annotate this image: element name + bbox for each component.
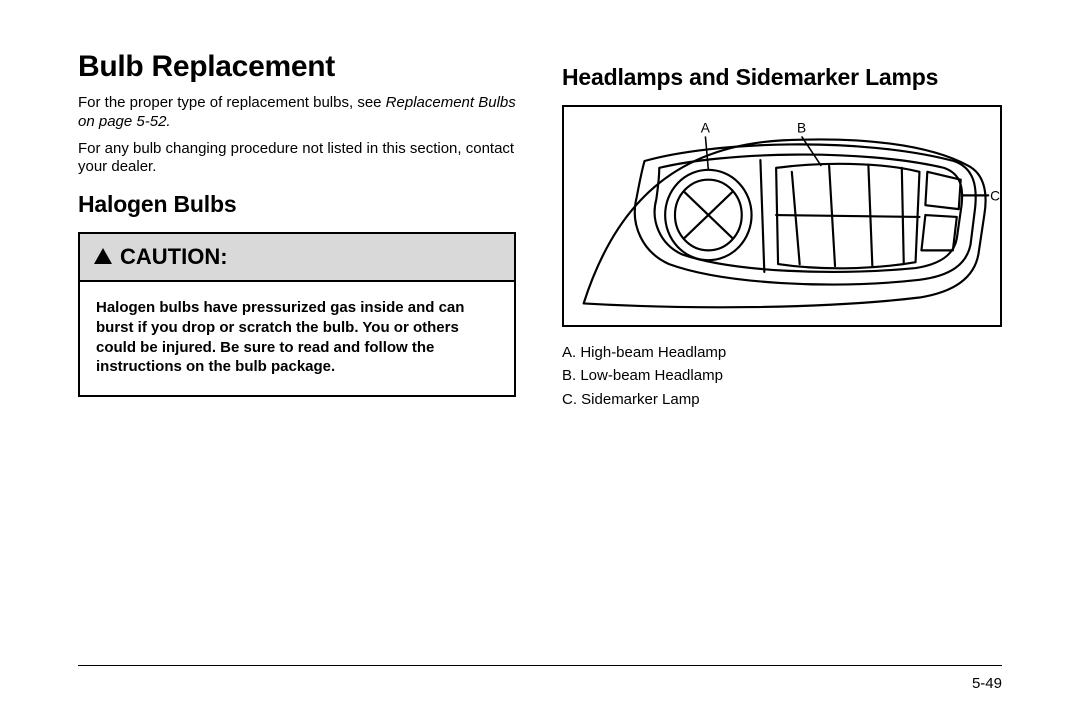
diagram-label-c: C	[990, 188, 1000, 203]
halogen-subhead: Halogen Bulbs	[78, 191, 516, 218]
caution-box: CAUTION: Halogen bulbs have pressurized …	[78, 232, 516, 397]
diagram-label-a: A	[701, 121, 711, 136]
page-title: Bulb Replacement	[78, 50, 516, 84]
intro-text: For the proper type of replacement bulbs…	[78, 94, 386, 111]
caution-header: CAUTION:	[80, 234, 514, 282]
intro-paragraph-2: For any bulb changing procedure not list…	[78, 140, 516, 178]
caution-label: CAUTION:	[120, 244, 228, 270]
caution-body: Halogen bulbs have pressurized gas insid…	[80, 282, 514, 395]
diagram-label-b: B	[797, 121, 806, 136]
intro-paragraph-1: For the proper type of replacement bulbs…	[78, 94, 516, 132]
headlamp-svg: A B C	[564, 107, 1000, 325]
warning-triangle-icon	[94, 248, 112, 264]
legend-item-a: A. High-beam Headlamp	[562, 341, 1002, 364]
headlamp-diagram: A B C	[562, 105, 1002, 327]
manual-page: Bulb Replacement For the proper type of …	[0, 0, 1080, 441]
legend-item-b: B. Low-beam Headlamp	[562, 364, 1002, 387]
headlamps-subhead: Headlamps and Sidemarker Lamps	[562, 64, 1002, 91]
diagram-legend: A. High-beam Headlamp B. Low-beam Headla…	[562, 341, 1002, 411]
right-column: Headlamps and Sidemarker Lamps	[554, 50, 1002, 411]
footer-rule	[78, 665, 1002, 666]
page-number: 5-49	[972, 675, 1002, 692]
left-column: Bulb Replacement For the proper type of …	[78, 50, 524, 411]
legend-item-c: C. Sidemarker Lamp	[562, 388, 1002, 411]
